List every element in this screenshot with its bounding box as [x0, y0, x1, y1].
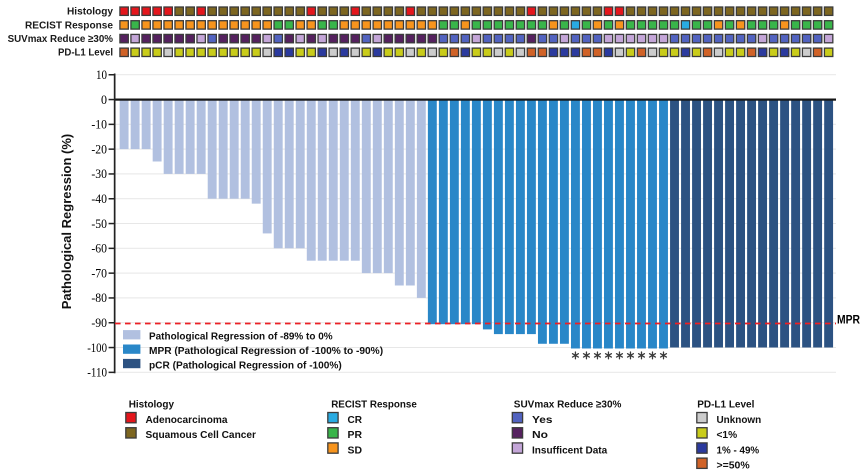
svg-text:Histology: Histology [67, 7, 113, 18]
svg-text:pCR (Pathological Regression o: pCR (Pathological Regression of -100%) [149, 361, 342, 372]
svg-text:Insufficent Data: Insufficent Data [532, 444, 607, 456]
svg-text:MPR (Pathological Regression o: MPR (Pathological Regression of -100% to… [149, 346, 383, 357]
svg-text:-40: -40 [91, 191, 107, 206]
svg-text:-100: -100 [87, 340, 107, 355]
svg-text:CR: CR [348, 414, 363, 426]
svg-text:PR: PR [348, 429, 363, 441]
svg-text:-60: -60 [91, 241, 107, 256]
svg-text:Pathological Regression (%): Pathological Regression (%) [59, 134, 74, 310]
svg-text:-50: -50 [91, 216, 107, 231]
svg-text:MPR: MPR [837, 313, 861, 326]
svg-text:<1%: <1% [717, 429, 738, 441]
svg-text:-20: -20 [91, 141, 107, 156]
svg-text:Squamous Cell Cancer: Squamous Cell Cancer [146, 429, 257, 441]
svg-text:1% - 49%: 1% - 49% [717, 444, 760, 456]
svg-text:-30: -30 [91, 166, 107, 181]
svg-text:>=50%: >=50% [717, 460, 751, 472]
svg-text:RECIST Response: RECIST Response [25, 20, 113, 31]
svg-text:-10: -10 [91, 117, 107, 132]
svg-text:PD-L1 Level: PD-L1 Level [697, 400, 754, 411]
svg-text:-80: -80 [91, 290, 107, 305]
svg-text:Yes: Yes [532, 414, 553, 426]
svg-text:SUVmax Reduce ≥30%: SUVmax Reduce ≥30% [514, 400, 622, 411]
svg-text:PD-L1 Level: PD-L1 Level [58, 48, 113, 59]
svg-text:Histology: Histology [129, 400, 175, 411]
svg-text:10: 10 [96, 67, 107, 82]
svg-text:-90: -90 [91, 315, 107, 330]
svg-text:Adenocarcinoma: Adenocarcinoma [146, 414, 228, 426]
svg-text:RECIST Response: RECIST Response [331, 400, 417, 411]
svg-text:SD: SD [348, 444, 363, 456]
svg-text:SUVmax Reduce ≥30%: SUVmax Reduce ≥30% [8, 34, 113, 45]
svg-text:Pathological Regression of -89: Pathological Regression of -89% to 0% [149, 332, 333, 343]
svg-text:No: No [532, 429, 548, 441]
svg-text:-110: -110 [87, 365, 107, 380]
svg-text:Unknown: Unknown [717, 414, 762, 426]
svg-text:-70: -70 [91, 265, 107, 280]
svg-text:0: 0 [101, 92, 107, 107]
